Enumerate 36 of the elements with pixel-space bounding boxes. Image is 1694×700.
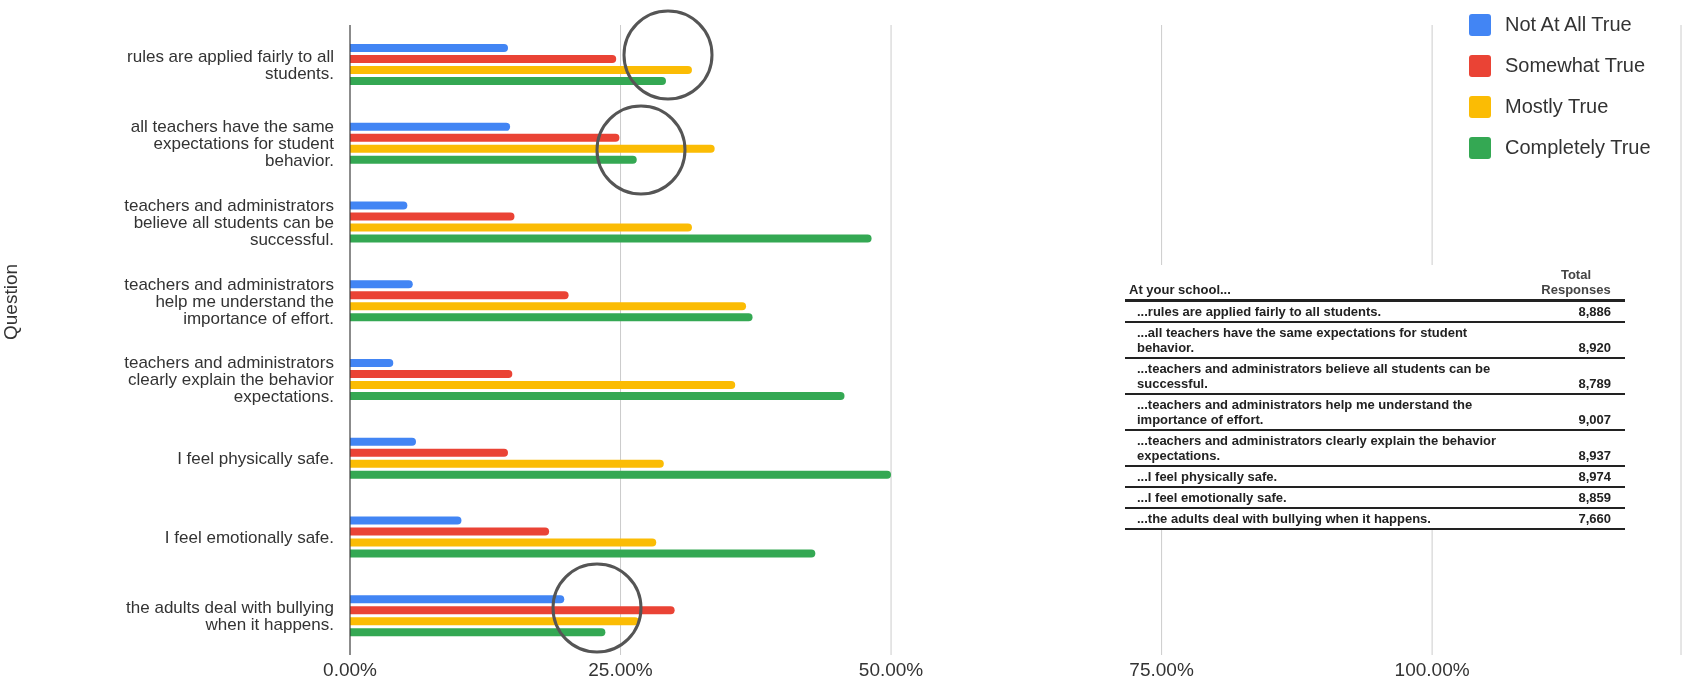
y-tick-label: rules are applied fairly to all students.: [127, 46, 334, 83]
x-tick-label: 0.00%: [323, 659, 378, 681]
x-tick-label: 25.00%: [588, 659, 653, 681]
y-tick-label: I feel physically safe.: [177, 449, 334, 469]
annotation: At your school...: [1125, 265, 1527, 301]
text: 7,660: [1578, 511, 1611, 526]
legend-label: Somewhat True: [1505, 54, 1646, 77]
y-tick-label: all teachers have the same expectations for student behavior.: [130, 117, 335, 171]
text: 8,859: [1578, 490, 1611, 505]
x-tick-label: 50.00%: [858, 659, 924, 681]
y-tick-label: teachers and administrators believe all students can be successful.: [124, 195, 334, 249]
legend-label: Not At All True: [1505, 13, 1632, 36]
y-axis-title: Question: [0, 263, 21, 340]
annotation: Total Responses: [1527, 265, 1625, 301]
text: 9,007: [1578, 412, 1611, 427]
y-tick-label: teachers and administrators help me understand the importance of effort.: [124, 274, 334, 328]
category-label: ...the adults deal with bullying when it happens.: [1125, 508, 1527, 529]
text: 8,937: [1578, 448, 1611, 463]
category-label: ...rules are applied fairly to all students.: [1125, 300, 1527, 322]
y-tick-label: the adults deal with bullying when it happens.: [126, 598, 334, 635]
text: 8,789: [1578, 376, 1611, 391]
text: 8,974: [1578, 469, 1611, 484]
x-tick-label: 100.00%: [1394, 659, 1470, 681]
x-tick-label: 75.00%: [1129, 659, 1194, 681]
text: 8,920: [1578, 340, 1611, 355]
y-tick-label: I feel emotionally safe.: [164, 527, 334, 547]
category-label: ...teachers and administrators clearly explain the behavior expectations.: [1125, 430, 1527, 466]
category-label: ...I feel emotionally safe.: [1125, 487, 1527, 508]
text: 8,886: [1578, 304, 1611, 319]
legend-label: Mostly True: [1505, 95, 1609, 118]
legend-label: Completely True: [1505, 136, 1651, 159]
category-label: ...I feel physically safe.: [1125, 466, 1527, 487]
category-label: ...teachers and administrators help me understand the importance of effort.: [1125, 394, 1527, 430]
category-label: ...teachers and administrators believe all students can be successful.: [1125, 358, 1527, 394]
category-label: ...all teachers have the same expectations for student behavior.: [1125, 322, 1527, 358]
y-tick-label: teachers and administrators clearly explain the behavior expectations.: [124, 353, 335, 407]
